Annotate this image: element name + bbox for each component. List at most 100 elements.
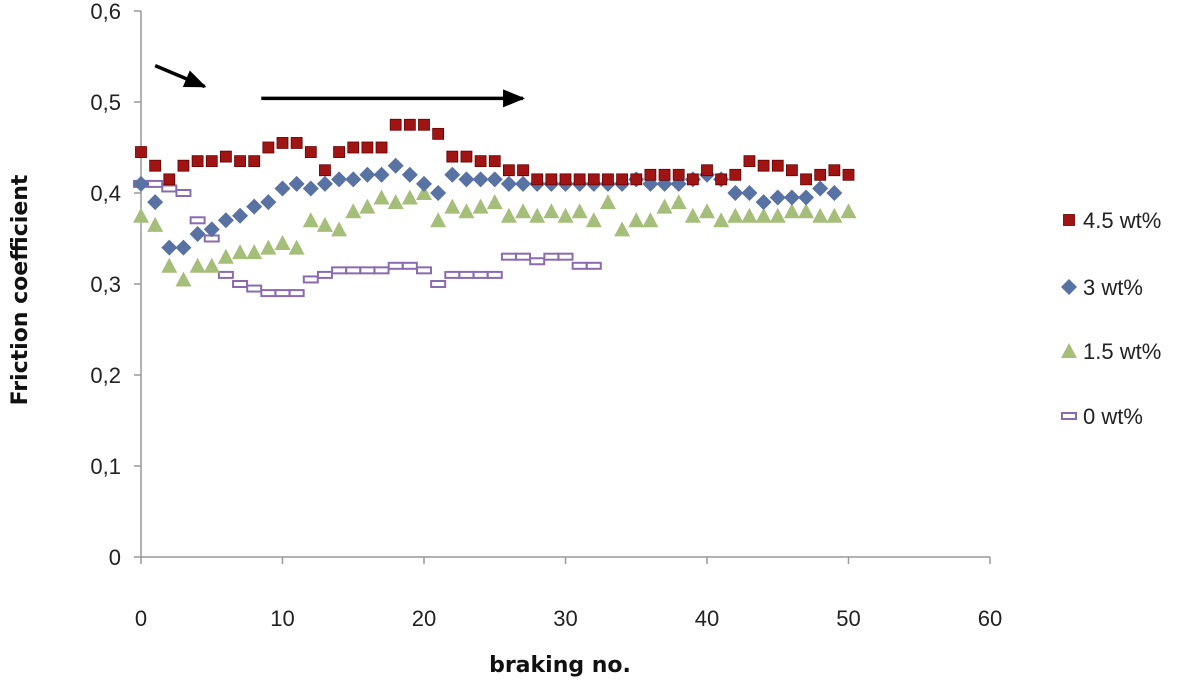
data-point bbox=[191, 155, 204, 168]
x-tick-label: 0 bbox=[135, 606, 147, 631]
data-point bbox=[262, 141, 275, 154]
data-point bbox=[331, 171, 348, 188]
x-tick-label: 20 bbox=[412, 606, 436, 631]
data-point bbox=[444, 270, 461, 279]
data-point bbox=[416, 266, 432, 275]
data-point bbox=[361, 141, 374, 154]
data-point bbox=[517, 164, 529, 177]
data-point bbox=[416, 185, 432, 200]
data-point bbox=[486, 194, 503, 210]
data-point bbox=[488, 155, 501, 168]
data-point bbox=[686, 173, 699, 186]
data-point bbox=[842, 168, 855, 181]
data-point bbox=[302, 275, 319, 284]
data-point bbox=[177, 159, 190, 172]
data-point bbox=[826, 185, 843, 201]
chart-annotations bbox=[154, 63, 526, 108]
data-point bbox=[628, 212, 645, 228]
data-point bbox=[585, 212, 602, 228]
data-point bbox=[389, 118, 402, 131]
data-point bbox=[373, 189, 390, 205]
data-point bbox=[545, 173, 558, 186]
data-point bbox=[175, 239, 192, 256]
data-point bbox=[729, 168, 742, 181]
legend-marker bbox=[1061, 412, 1077, 420]
data-point bbox=[800, 173, 812, 186]
y-tick-label: 0,1 bbox=[90, 454, 121, 479]
data-point bbox=[743, 155, 756, 168]
x-tick-label: 50 bbox=[836, 606, 860, 631]
data-point bbox=[642, 212, 659, 228]
data-point bbox=[741, 185, 758, 201]
data-point bbox=[515, 175, 532, 192]
x-axis-title: braking no. bbox=[489, 653, 631, 678]
legend-marker bbox=[1063, 214, 1075, 226]
data-point bbox=[373, 166, 390, 183]
data-point bbox=[771, 159, 784, 172]
data-point bbox=[260, 289, 277, 298]
data-point bbox=[798, 189, 815, 206]
data-point bbox=[515, 203, 532, 219]
x-tick-label: 60 bbox=[978, 606, 1002, 631]
data-point bbox=[373, 266, 390, 275]
data-point bbox=[387, 194, 404, 210]
data-point bbox=[769, 207, 786, 223]
data-point bbox=[757, 159, 770, 172]
y-axis-title: Friction coefficient bbox=[8, 174, 33, 405]
data-point bbox=[573, 173, 586, 186]
data-point bbox=[345, 171, 362, 188]
data-point bbox=[189, 225, 206, 242]
data-point bbox=[161, 239, 178, 256]
legend-label: 1.5 wt% bbox=[1083, 339, 1161, 364]
data-point bbox=[500, 252, 517, 261]
series-0-wt bbox=[133, 179, 602, 298]
data-point bbox=[401, 261, 418, 270]
x-tick-label: 30 bbox=[553, 606, 577, 631]
data-point bbox=[474, 155, 487, 168]
data-point bbox=[814, 168, 827, 181]
data-point bbox=[559, 173, 572, 186]
data-point bbox=[333, 146, 346, 158]
data-point bbox=[416, 175, 432, 192]
data-point bbox=[699, 203, 715, 219]
data-point bbox=[529, 257, 546, 266]
data-point bbox=[585, 261, 602, 270]
data-point bbox=[727, 185, 744, 201]
data-point bbox=[401, 189, 418, 205]
data-point bbox=[316, 270, 333, 279]
data-point bbox=[133, 175, 149, 192]
data-point bbox=[798, 203, 815, 219]
data-point bbox=[543, 252, 560, 261]
data-point bbox=[401, 166, 418, 183]
data-point bbox=[232, 207, 249, 224]
data-point bbox=[786, 164, 798, 177]
data-point bbox=[557, 252, 574, 261]
data-point bbox=[500, 175, 517, 192]
data-point bbox=[571, 261, 588, 270]
data-point bbox=[656, 198, 673, 214]
data-point bbox=[812, 207, 829, 223]
data-point bbox=[741, 207, 758, 223]
chart-plot-area bbox=[133, 118, 857, 298]
y-tick-label: 0 bbox=[109, 545, 121, 570]
data-point bbox=[444, 198, 461, 214]
legend-label: 4.5 wt% bbox=[1083, 208, 1161, 233]
data-point bbox=[133, 207, 149, 223]
data-point bbox=[599, 194, 616, 210]
data-point bbox=[246, 244, 263, 260]
data-point bbox=[217, 270, 234, 279]
data-point bbox=[217, 212, 234, 229]
data-point bbox=[331, 266, 348, 275]
data-point bbox=[205, 155, 218, 168]
legend-label: 0 wt% bbox=[1083, 404, 1143, 429]
data-point bbox=[302, 180, 319, 197]
data-point bbox=[387, 157, 404, 174]
data-point bbox=[274, 180, 291, 197]
data-point bbox=[486, 270, 503, 279]
data-point bbox=[458, 171, 475, 188]
data-point bbox=[288, 289, 305, 298]
data-point bbox=[486, 171, 503, 188]
data-point bbox=[347, 141, 360, 154]
data-point bbox=[302, 212, 319, 228]
data-point bbox=[319, 164, 331, 177]
